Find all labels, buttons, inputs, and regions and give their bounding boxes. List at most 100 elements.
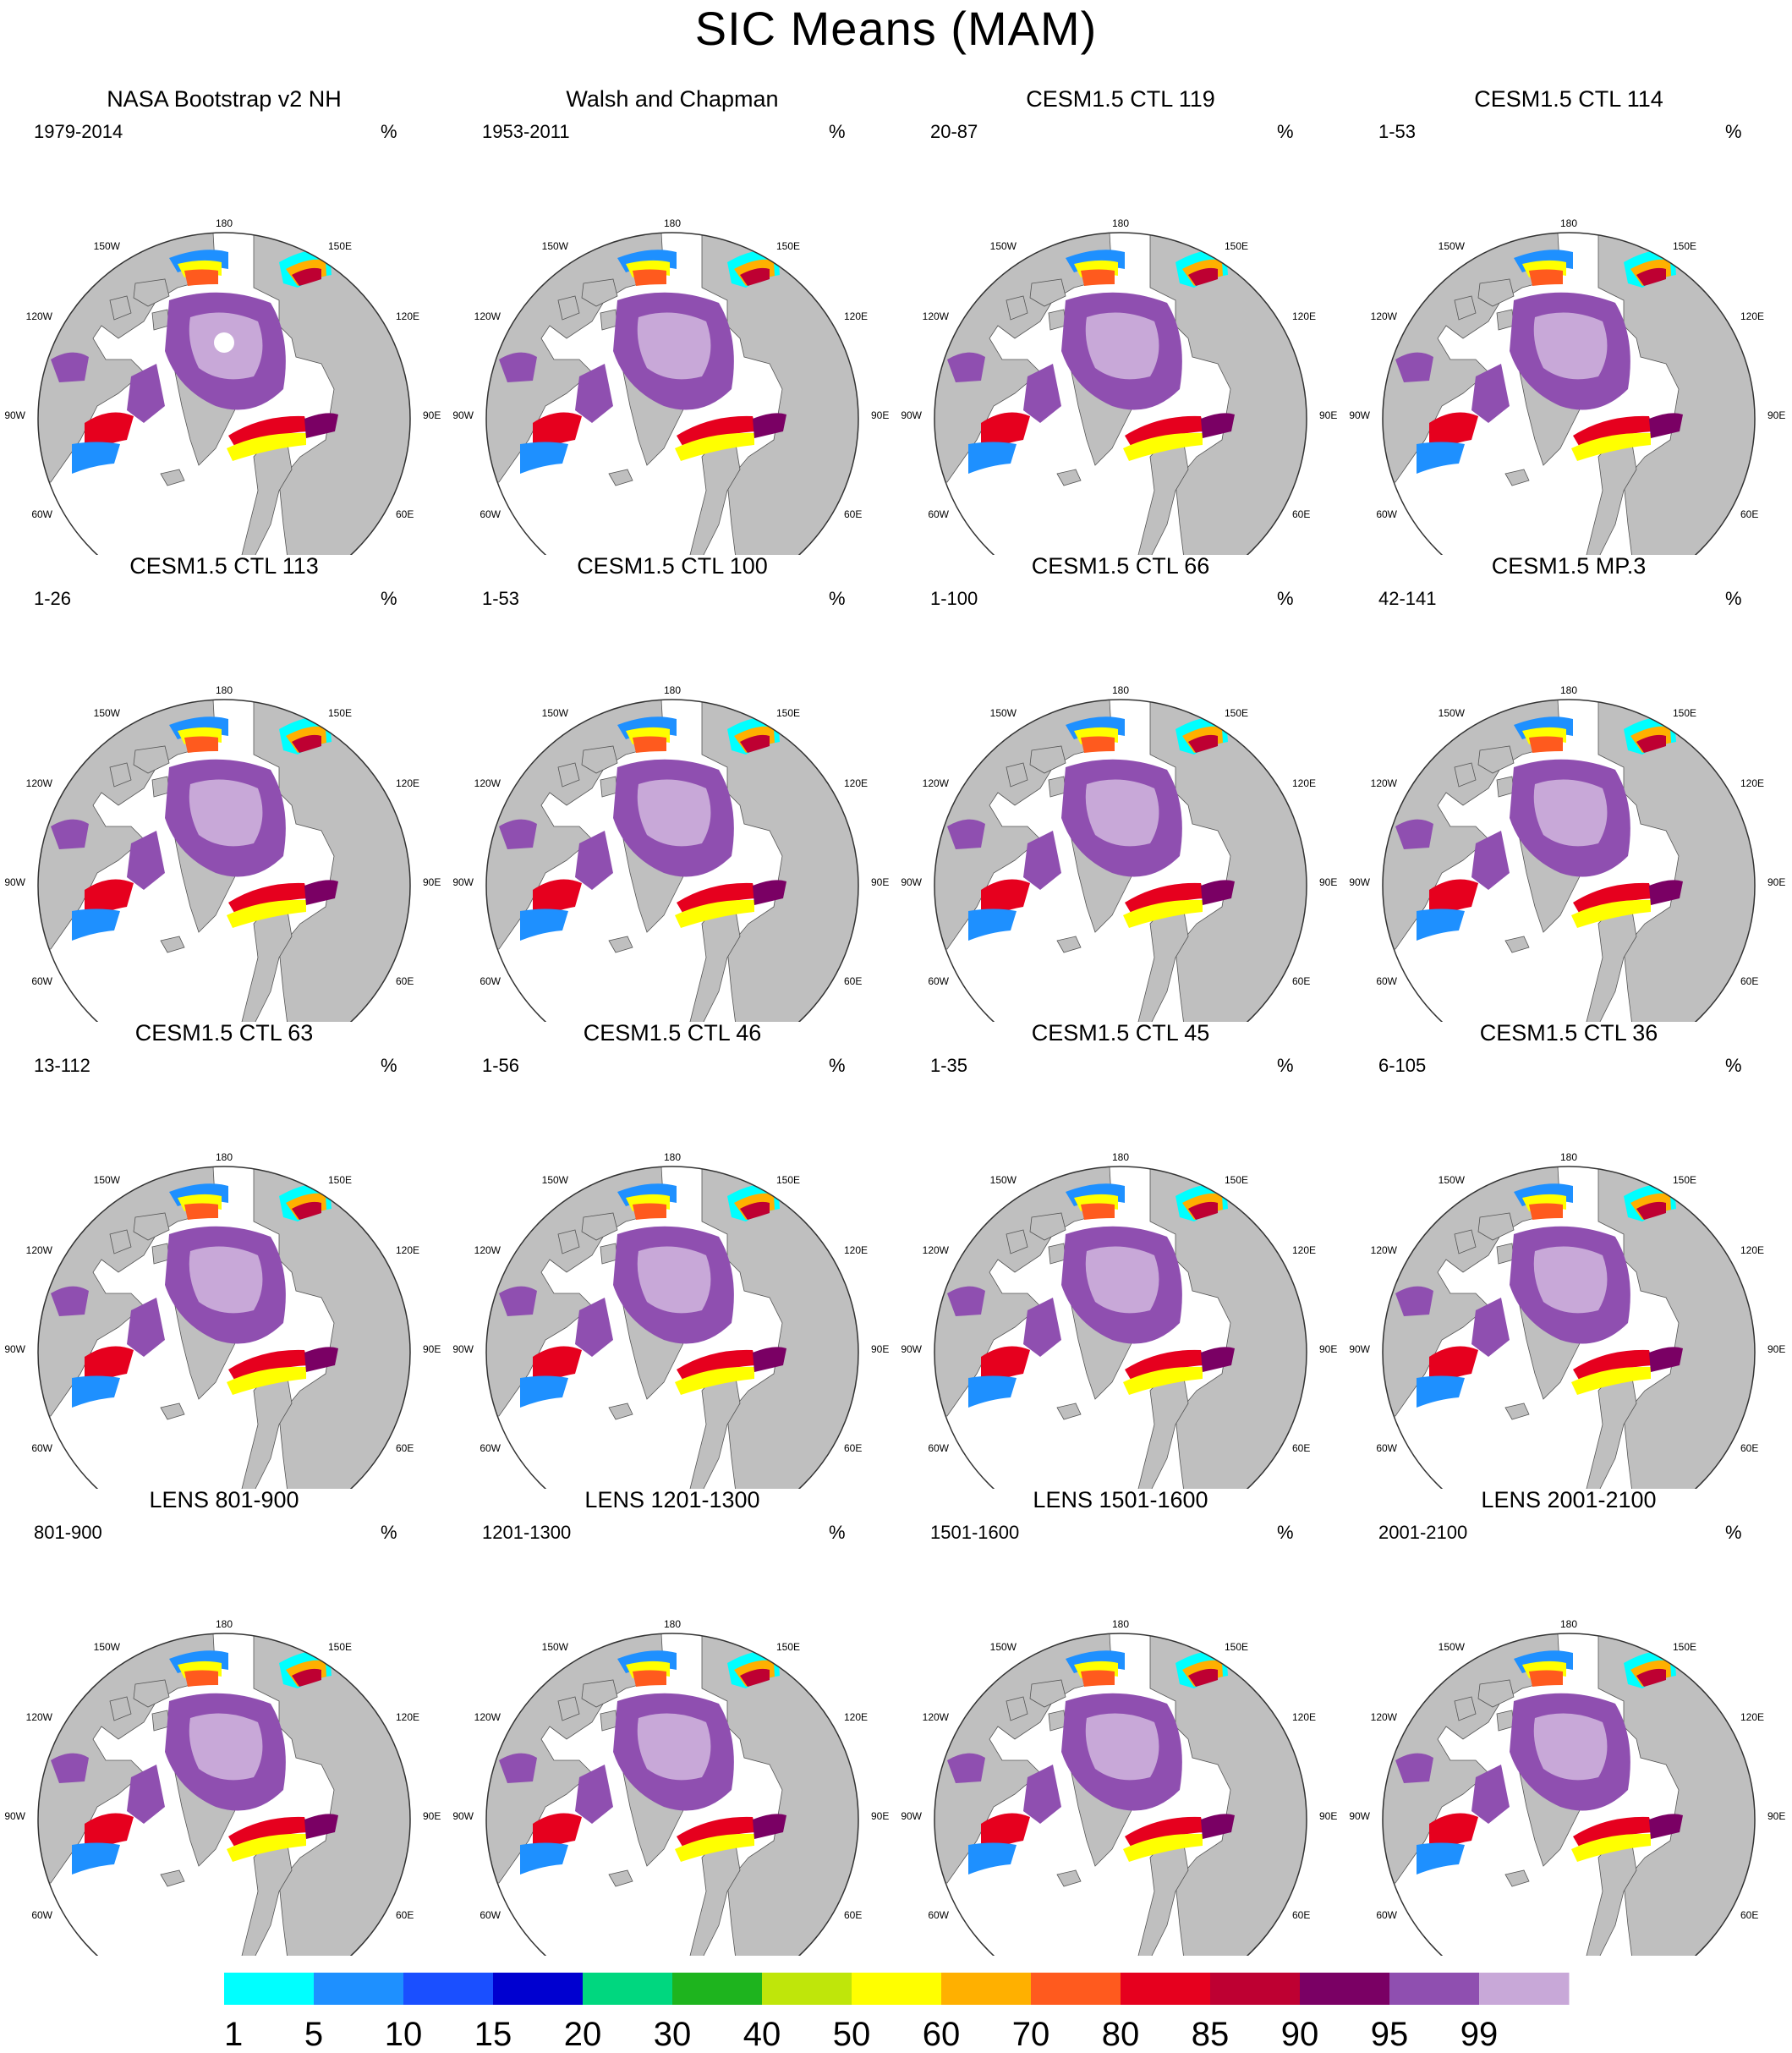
longitude-label: 150W xyxy=(542,1174,569,1186)
longitude-label: 120W xyxy=(474,1711,501,1723)
map-panel: LENS 801-900801-900%180150E120E90E60E30E… xyxy=(0,1485,448,1956)
longitude-label: 120W xyxy=(1371,1711,1398,1723)
panel-period: 13-112 xyxy=(34,1055,90,1076)
longitude-label: 120E xyxy=(1292,310,1316,322)
longitude-label: 60E xyxy=(396,1442,414,1454)
longitude-label: 180 xyxy=(1560,1151,1577,1163)
colorbar-box xyxy=(314,1973,404,2005)
panel-title: LENS 801-900 xyxy=(149,1487,299,1512)
panel-title: CESM1.5 CTL 113 xyxy=(129,553,319,579)
longitude-label: 180 xyxy=(1112,1151,1129,1163)
longitude-label: 90W xyxy=(901,1343,922,1355)
longitude-label: 90W xyxy=(901,876,922,888)
longitude-label: 120W xyxy=(923,310,950,322)
longitude-label: 60W xyxy=(480,1442,501,1454)
longitude-label: 60W xyxy=(480,1909,501,1921)
map-boundary xyxy=(37,232,411,555)
longitude-label: 120E xyxy=(396,1244,419,1256)
longitude-label: 150W xyxy=(94,240,121,252)
longitude-label: 60W xyxy=(31,1442,52,1454)
longitude-label: 60E xyxy=(1292,975,1310,987)
longitude-label: 60E xyxy=(844,1442,862,1454)
map-boundary xyxy=(37,699,411,1022)
panel-period: 42-141 xyxy=(1378,588,1437,609)
panel-title: CESM1.5 CTL 66 xyxy=(1031,553,1210,579)
colorbar-box xyxy=(1031,1973,1121,2005)
panel-period: 1-100 xyxy=(930,588,978,609)
colorbar-level-label: 50 xyxy=(833,2016,871,2051)
longitude-label: 90W xyxy=(1349,876,1370,888)
longitude-label: 150E xyxy=(328,707,352,719)
longitude-label: 60W xyxy=(928,1442,949,1454)
panel-title: LENS 1201-1300 xyxy=(584,1487,760,1512)
panel-units: % xyxy=(381,1522,397,1543)
polar-stereographic-map: 180150E120E90E60E30E030W60W90W120W150W xyxy=(1349,217,1785,555)
map-panel: CESM1.5 CTL 1131-26%180150E120E90E60E30E… xyxy=(0,552,448,1022)
longitude-label: 90W xyxy=(452,409,474,421)
longitude-label: 90E xyxy=(423,876,441,888)
longitude-label: 90E xyxy=(1767,1343,1785,1355)
panel-units: % xyxy=(1277,1055,1294,1076)
longitude-label: 60W xyxy=(1376,508,1397,520)
longitude-label: 120W xyxy=(923,1244,950,1256)
longitude-label: 150E xyxy=(1225,707,1248,719)
longitude-label: 90W xyxy=(1349,1810,1370,1822)
map-boundary xyxy=(934,699,1307,1022)
colorbar-box xyxy=(403,1973,494,2005)
longitude-label: 120W xyxy=(26,777,53,789)
panel-units: % xyxy=(1277,588,1294,609)
colorbar-box xyxy=(672,1973,763,2005)
colorbar-box xyxy=(1210,1973,1301,2005)
panel-period: 2001-2100 xyxy=(1378,1522,1468,1543)
colorbar-level-label: 40 xyxy=(743,2016,781,2051)
panel-period: 20-87 xyxy=(930,121,978,142)
polar-stereographic-map: 180150E120E90E60E30E030W60W90W120W150W xyxy=(1349,684,1785,1022)
panel-units: % xyxy=(381,1055,397,1076)
longitude-label: 180 xyxy=(1560,217,1577,229)
panel-period: 1-53 xyxy=(1378,121,1417,142)
map-boundary xyxy=(485,1633,859,1956)
longitude-label: 120E xyxy=(844,1711,868,1723)
longitude-label: 150W xyxy=(990,707,1017,719)
longitude-label: 90W xyxy=(452,1343,474,1355)
panel-units: % xyxy=(1277,121,1294,142)
colorbar-level-label: 70 xyxy=(1012,2016,1050,2051)
longitude-label: 60E xyxy=(1292,508,1310,520)
longitude-label: 150W xyxy=(1439,1174,1466,1186)
map-panel: CESM1.5 CTL 366-105%180150E120E90E60E30E… xyxy=(1345,1018,1792,1489)
panel-title: CESM1.5 CTL 46 xyxy=(583,1020,762,1046)
map-boundary xyxy=(934,1633,1307,1956)
colorbar-level-label: 15 xyxy=(474,2016,512,2051)
longitude-label: 150E xyxy=(776,240,800,252)
map-boundary xyxy=(1382,699,1756,1022)
panel-units: % xyxy=(381,588,397,609)
colorbar-box xyxy=(1300,1973,1390,2005)
map-boundary xyxy=(485,232,859,555)
longitude-label: 150E xyxy=(1225,1641,1248,1653)
longitude-label: 90E xyxy=(1767,1810,1785,1822)
longitude-label: 60E xyxy=(1740,1909,1758,1921)
longitude-label: 90E xyxy=(423,1343,441,1355)
longitude-label: 120W xyxy=(26,1711,53,1723)
longitude-label: 60W xyxy=(1376,1442,1397,1454)
longitude-label: 90W xyxy=(4,1343,25,1355)
longitude-label: 60W xyxy=(480,975,501,987)
panel-units: % xyxy=(381,121,397,142)
map-panel: NASA Bootstrap v2 NH 1979-2014% 180 150E 120… xyxy=(0,85,448,555)
longitude-label: 120E xyxy=(1292,1244,1316,1256)
longitude-label: 180 xyxy=(664,217,681,229)
longitude-label: 90W xyxy=(4,1810,25,1822)
map-panel: CESM1.5 CTL 11920-87%180150E120E90E60E30… xyxy=(896,85,1345,555)
longitude-label: 120W xyxy=(1371,1244,1398,1256)
longitude-label: 90E xyxy=(871,876,889,888)
longitude-label: 120W xyxy=(1371,777,1398,789)
panel-period: 1-35 xyxy=(930,1055,968,1076)
panel-units: % xyxy=(1725,121,1742,142)
map-panel: LENS 1501-1600 1501-1600% 180 150E 120E 90E 60… xyxy=(896,1485,1345,1956)
longitude-label: 120E xyxy=(396,310,419,322)
longitude-label: 150E xyxy=(328,1641,352,1653)
longitude-label: 180 xyxy=(664,1151,681,1163)
longitude-label: 90W xyxy=(4,876,25,888)
longitude-label: 60E xyxy=(1740,975,1758,987)
panel-period: 1-26 xyxy=(34,588,72,609)
